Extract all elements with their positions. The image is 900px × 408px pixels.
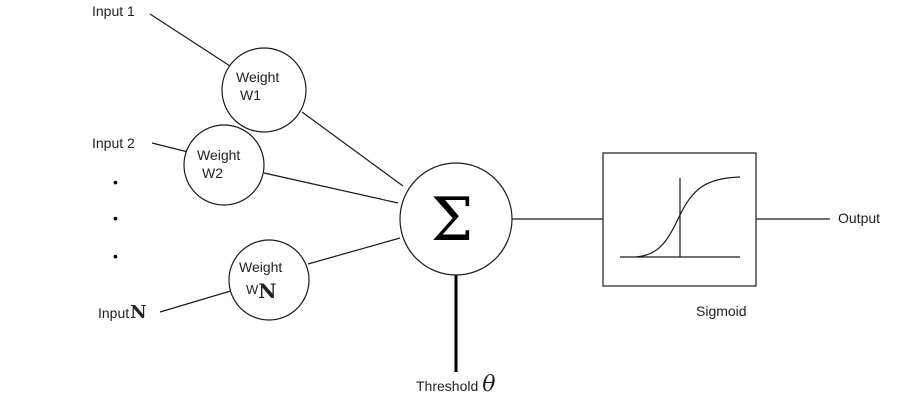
edge-inputN-weightN — [159, 289, 235, 313]
sigma-symbol: Σ — [431, 185, 473, 255]
output-label: Output — [838, 210, 880, 226]
weight-node-2-symbol: W2 — [202, 165, 223, 181]
ellipsis-dot-2: • — [113, 210, 118, 226]
weight-node-2: Weight W2 — [183, 124, 265, 206]
edge-weightN-sum — [307, 237, 401, 265]
weight-node-n: Weight WN — [228, 239, 310, 321]
edge-weight1-sum — [301, 111, 404, 187]
edge-weight2-sum — [263, 172, 399, 204]
weight-node-1-label: Weight — [236, 69, 279, 85]
summation-node: Σ — [399, 162, 513, 276]
weight-node-n-label: Weight — [239, 259, 282, 275]
threshold-label: Threshold θ — [416, 372, 496, 397]
input-1-label: Input 1 — [92, 3, 135, 19]
edge-input1-weight1 — [149, 13, 231, 67]
edge-input2-weight2 — [151, 142, 189, 153]
input-2-label: Input 2 — [92, 135, 135, 151]
sigmoid-box — [602, 152, 757, 287]
weight-node-2-label: Weight — [197, 147, 240, 163]
ellipsis-dot-3: • — [113, 248, 118, 264]
weight-node-n-symbol: WN — [246, 279, 277, 303]
sigmoid-label: Sigmoid — [696, 303, 747, 319]
weight-node-1: Weight W1 — [221, 47, 307, 133]
weight-node-1-symbol: W1 — [240, 87, 261, 103]
input-n-label: InputN — [98, 302, 147, 323]
ellipsis-dot-1: • — [113, 174, 118, 190]
sigmoid-curve — [635, 176, 741, 258]
